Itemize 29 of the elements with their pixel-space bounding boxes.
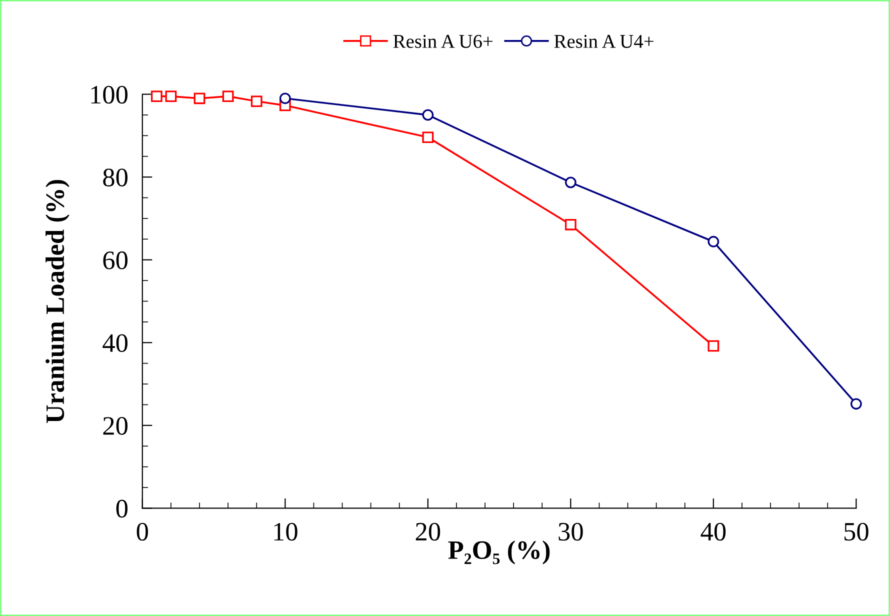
y-tick-label: 60 [103, 251, 128, 270]
point [422, 132, 434, 143]
x-tick-label: 20 [416, 522, 440, 541]
point [850, 398, 862, 410]
y-tick-label: 40 [102, 334, 128, 352]
point [279, 92, 291, 104]
point [422, 109, 434, 121]
x-tick-label: 50 [844, 522, 868, 541]
point [708, 236, 720, 248]
legend-label: Resin A U4+ [554, 34, 654, 48]
x-tick-label: 30 [558, 522, 583, 541]
point [194, 92, 206, 104]
x-axis-title: P₂O₅ (%) [448, 540, 550, 564]
point [222, 90, 234, 102]
x-tick-label: 0 [136, 522, 148, 541]
legend-label: Resin A U6+ [393, 34, 493, 48]
point [564, 176, 576, 188]
y-axis-title: Uranium Loaded (%) [46, 180, 70, 423]
point [165, 90, 177, 102]
x-tick-label: 10 [274, 522, 298, 541]
y-tick-label: 100 [91, 86, 128, 104]
y-tick-label: 20 [103, 417, 128, 435]
point [250, 96, 262, 107]
y-tick-label: 0 [116, 500, 128, 518]
y-tick-label: 80 [103, 168, 128, 186]
point [150, 90, 162, 102]
point [708, 340, 720, 352]
x-tick-label: 40 [700, 522, 726, 541]
point [564, 218, 576, 230]
